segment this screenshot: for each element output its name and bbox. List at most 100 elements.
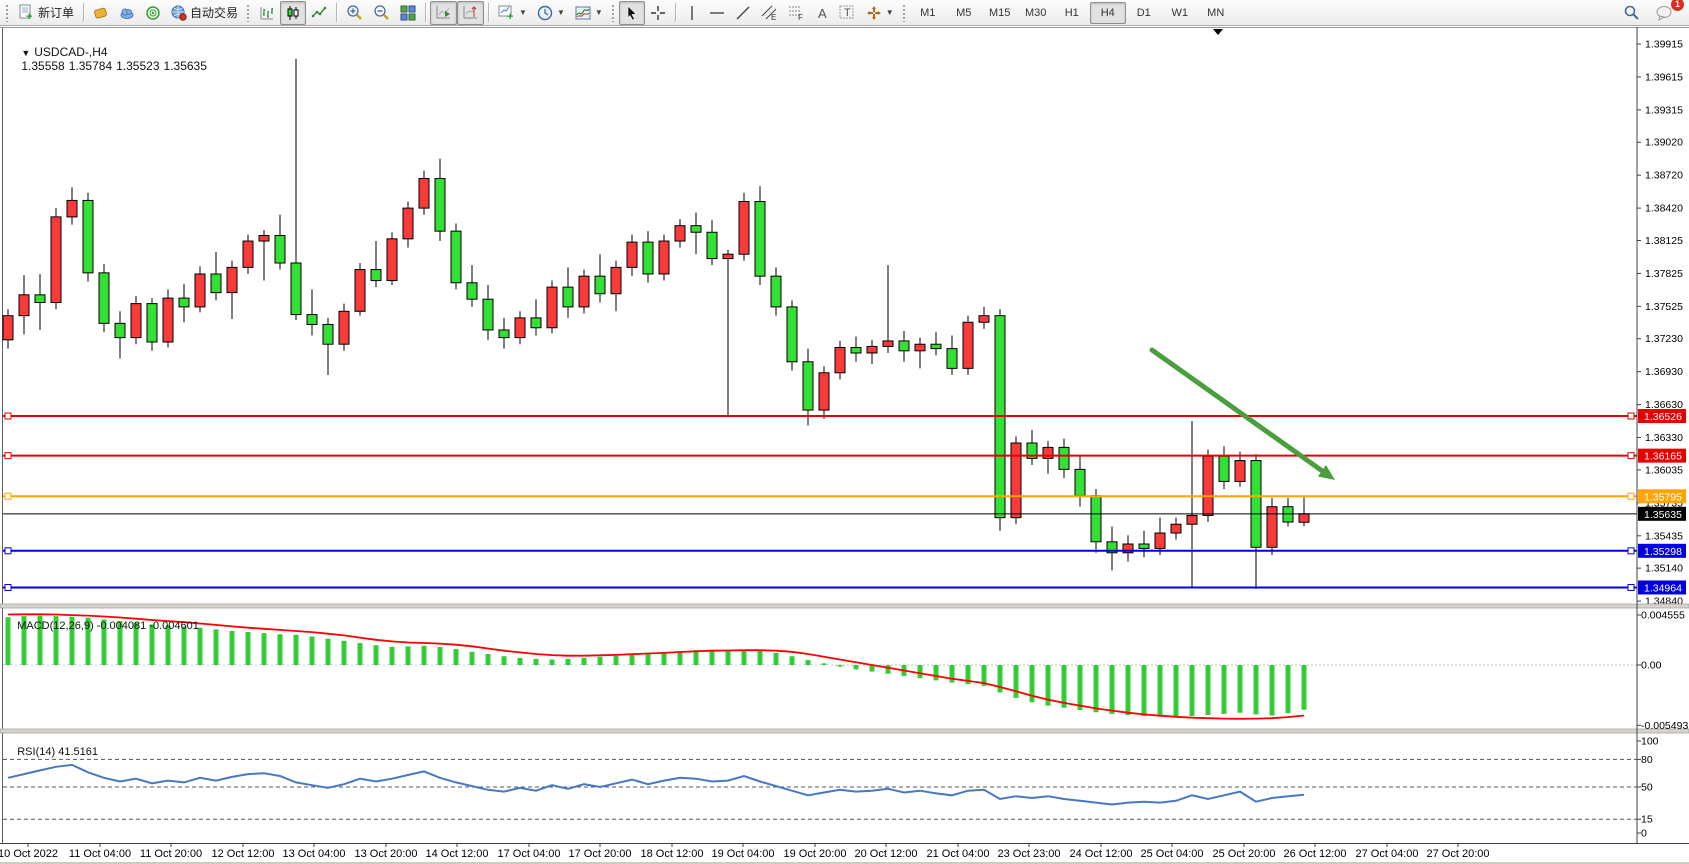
time-tick-label[interactable]: 27 Oct 20:00: [1427, 848, 1490, 860]
new-chart-button[interactable]: + ▼: [493, 1, 532, 25]
trend-arrow-head[interactable]: [1317, 465, 1335, 480]
time-tick-label[interactable]: 17 Oct 20:00: [569, 848, 632, 860]
time-tick-label[interactable]: 13 Oct 20:00: [355, 848, 418, 860]
indicators-button[interactable]: ▼: [570, 1, 608, 25]
line-handle[interactable]: [4, 452, 12, 460]
timeframe-h4-button-label: H4: [1100, 6, 1115, 19]
timeframe-m30-button[interactable]: M30: [1018, 2, 1054, 24]
new-order-button-label: 新订单: [38, 6, 75, 20]
line-handle[interactable]: [4, 547, 12, 555]
line-handle[interactable]: [4, 583, 12, 591]
fibonacci-button[interactable]: F: [783, 1, 810, 25]
toolbar-grip: [610, 3, 616, 22]
candle-body: [130, 303, 142, 339]
zoom-in-button[interactable]: [341, 1, 368, 25]
pane-separator[interactable]: [0, 728, 1689, 734]
pane-separator[interactable]: [0, 603, 1689, 609]
autotrading-button[interactable]: 自动交易: [166, 1, 243, 25]
price-badge-label: 1.34964: [1644, 582, 1682, 594]
shapes-button[interactable]: ▼: [861, 1, 899, 25]
line-chart-button[interactable]: [306, 1, 332, 25]
time-tick-label[interactable]: 21 Oct 04:00: [927, 848, 990, 860]
time-tick-label[interactable]: 17 Oct 04:00: [498, 848, 561, 860]
time-tick-label[interactable]: 12 Oct 12:00: [212, 848, 275, 860]
candle-body: [754, 201, 766, 277]
auto-scroll-button[interactable]: [430, 0, 458, 25]
bar-chart-button[interactable]: [254, 1, 280, 25]
timeframe-m5-button[interactable]: M5: [946, 2, 982, 24]
signals-icon: [145, 5, 161, 21]
candle-body: [66, 199, 78, 218]
price-badge: [1638, 506, 1686, 521]
time-tick-label[interactable]: 20 Oct 12:00: [855, 848, 918, 860]
time-tick-label[interactable]: 27 Oct 04:00: [1356, 848, 1419, 860]
equidistant-channel-button[interactable]: E: [756, 1, 783, 25]
text-button[interactable]: A: [810, 1, 834, 25]
svg-text:T: T: [844, 7, 851, 19]
time-tick-label[interactable]: 18 Oct 12:00: [641, 848, 704, 860]
chart-shift-button[interactable]: [457, 0, 485, 25]
candle-body: [210, 273, 222, 294]
line-handle[interactable]: [1627, 452, 1635, 460]
time-tick-label[interactable]: 24 Oct 12:00: [1070, 848, 1133, 860]
vertical-line-button[interactable]: [680, 1, 704, 25]
timeframe-d1-button[interactable]: D1: [1126, 2, 1162, 24]
zoom-in-icon: [346, 4, 363, 21]
line-handle[interactable]: [4, 412, 12, 420]
crosshair-button[interactable]: [645, 1, 671, 25]
price-badge-label: 1.35298: [1644, 546, 1682, 558]
trendline-button[interactable]: [730, 1, 756, 25]
chart-top-marker: [1213, 29, 1223, 35]
time-tick-label[interactable]: 26 Oct 12:00: [1284, 848, 1347, 860]
timeframe-mn-button[interactable]: MN: [1198, 2, 1234, 24]
time-tick-label[interactable]: 25 Oct 20:00: [1213, 848, 1276, 860]
candle-body: [1186, 514, 1198, 525]
time-tick-label[interactable]: 19 Oct 20:00: [784, 848, 847, 860]
trend-arrow[interactable]: [1149, 347, 1325, 474]
community-button[interactable]: [114, 1, 140, 25]
notifications-button[interactable]: 1: [1651, 0, 1685, 25]
timeframe-m1-button[interactable]: M1: [910, 2, 946, 24]
tile-windows-button[interactable]: [395, 1, 421, 25]
timeframe-h4-button[interactable]: H4: [1089, 1, 1126, 24]
toolbar-grip: [246, 3, 252, 22]
price-badge: [1638, 448, 1686, 463]
line-handle[interactable]: [1627, 583, 1635, 591]
toolbar-separator: [83, 3, 85, 22]
time-tick-label[interactable]: 19 Oct 04:00: [712, 848, 775, 860]
time-tick-label[interactable]: 23 Oct 23:00: [998, 848, 1061, 860]
rsi-line: [7, 763, 1305, 806]
line-handle[interactable]: [1627, 492, 1635, 500]
candle-body: [1250, 460, 1262, 548]
timeframe-h1-button[interactable]: H1: [1054, 2, 1090, 24]
zoom-out-button[interactable]: [368, 1, 395, 25]
horizontal-line-button[interactable]: [704, 1, 730, 25]
periods-button[interactable]: ▼: [532, 1, 570, 25]
line-handle[interactable]: [4, 492, 12, 500]
time-tick-label[interactable]: 11 Oct 04:00: [69, 848, 131, 860]
text-label-button[interactable]: T: [834, 1, 861, 25]
time-tick-label[interactable]: 10 Oct 2022: [0, 848, 58, 860]
candle-body: [290, 262, 302, 316]
toolbar-separator: [425, 3, 427, 22]
time-tick-label[interactable]: 25 Oct 04:00: [1141, 848, 1204, 860]
candle-body: [482, 298, 494, 331]
signals-button[interactable]: [140, 1, 166, 25]
new-order-button[interactable]: + 新订单: [13, 1, 79, 25]
candlestick-chart-button[interactable]: [280, 0, 307, 25]
time-tick-label[interactable]: 14 Oct 12:00: [426, 848, 489, 860]
timeframe-m15-button[interactable]: M15: [982, 2, 1018, 24]
time-tick-label[interactable]: 13 Oct 04:00: [283, 848, 346, 860]
line-handle[interactable]: [1627, 547, 1635, 555]
macd-tick-label: 0.00: [1641, 660, 1662, 672]
line-handle[interactable]: [1627, 412, 1635, 420]
cursor-button[interactable]: [618, 0, 645, 25]
candle-body: [274, 235, 286, 264]
search-button[interactable]: [1618, 1, 1645, 25]
price-badge: [1638, 489, 1686, 504]
window-bottom-edge: [0, 862, 1689, 864]
timeframe-w1-button[interactable]: W1: [1162, 2, 1198, 24]
time-tick-label[interactable]: 11 Oct 20:00: [140, 848, 202, 860]
market-button[interactable]: [88, 1, 114, 25]
